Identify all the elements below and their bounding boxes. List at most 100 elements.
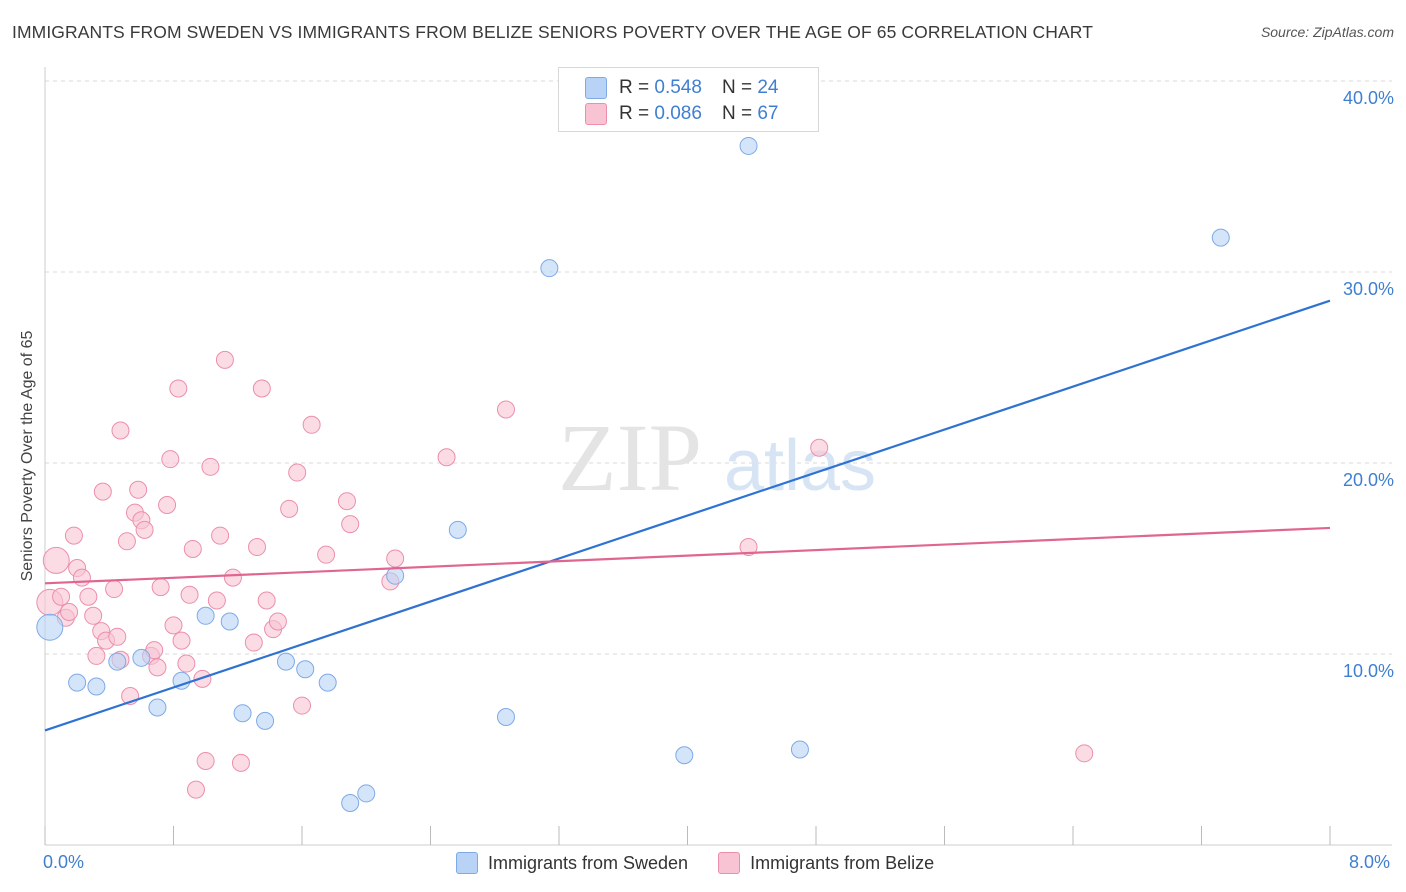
point-sweden-0 — [36, 613, 64, 641]
point-sweden-11 — [276, 652, 295, 671]
point-sweden-18 — [496, 708, 515, 727]
point-belize-56 — [337, 492, 356, 511]
point-belize-12 — [93, 482, 112, 501]
point-sweden-21 — [739, 136, 758, 155]
point-belize-7 — [72, 568, 91, 587]
point-belize-32 — [172, 631, 191, 650]
point-sweden-10 — [256, 711, 275, 730]
point-belize-46 — [248, 538, 267, 557]
y-tick-label-40: 40.0% — [1342, 88, 1394, 108]
legend-n-label: N = — [721, 103, 753, 124]
point-belize-17 — [111, 421, 130, 440]
axes — [44, 67, 1392, 846]
correlation-legend: R = 0.548 N = 24 R = 0.086 N = 67 — [558, 67, 819, 132]
point-belize-15 — [108, 627, 127, 646]
point-belize-31 — [169, 379, 188, 398]
point-sweden-17 — [448, 520, 467, 539]
chart-title: IMMIGRANTS FROM SWEDEN VS IMMIGRANTS FRO… — [12, 22, 1093, 42]
legend-row-sweden: R = 0.548 N = 24 — [585, 76, 778, 100]
point-belize-33 — [177, 654, 196, 673]
y-axis-label: Seniors Poverty Over the Age of 65 — [19, 330, 36, 582]
point-belize-28 — [158, 496, 177, 515]
legend-r-value-belize: 0.086 — [654, 103, 702, 124]
legend-n-value-belize: 67 — [757, 103, 779, 124]
point-belize-41 — [211, 526, 230, 545]
legend-r-label: R = — [619, 77, 650, 98]
series-name-sweden: Immigrants from Sweden — [488, 852, 689, 873]
point-belize-36 — [186, 780, 205, 799]
series-legend: Immigrants from Sweden Immigrants from B… — [456, 852, 964, 874]
point-belize-64 — [1075, 744, 1094, 763]
point-belize-42 — [215, 350, 234, 369]
point-belize-45 — [244, 633, 263, 652]
point-sweden-4 — [132, 648, 151, 667]
point-sweden-2 — [87, 677, 106, 696]
series-swatch-sweden — [456, 852, 478, 874]
point-sweden-12 — [296, 660, 315, 679]
watermark: ZIP atlas — [558, 404, 876, 511]
y-tick-label-10: 10.0% — [1342, 661, 1394, 681]
point-belize-38 — [196, 751, 215, 770]
point-belize-39 — [201, 457, 220, 476]
point-sweden-9 — [233, 704, 252, 723]
point-belize-23 — [135, 520, 154, 539]
point-belize-40 — [207, 591, 226, 610]
point-belize-52 — [288, 463, 307, 482]
legend-r-value-sweden: 0.548 — [654, 77, 702, 98]
point-belize-59 — [386, 549, 405, 568]
point-belize-29 — [161, 450, 180, 469]
point-belize-62 — [739, 538, 758, 557]
point-belize-50 — [268, 612, 287, 631]
gridlines — [45, 80, 1392, 655]
point-belize-53 — [293, 696, 311, 715]
point-belize-47 — [252, 379, 271, 398]
point-belize-2 — [52, 587, 71, 606]
point-belize-4 — [60, 602, 79, 621]
trendline-belize — [44, 526, 1331, 585]
point-belize-26 — [148, 658, 167, 677]
point-belize-55 — [317, 545, 336, 564]
point-belize-18 — [117, 532, 136, 551]
point-belize-30 — [164, 616, 183, 635]
x-tick-label-max: 8.0% — [1349, 852, 1391, 872]
legend-n-label: N = — [721, 77, 753, 98]
point-sweden-23 — [1211, 228, 1230, 247]
point-belize-8 — [79, 587, 98, 606]
point-belize-34 — [180, 585, 199, 604]
x-tick-label-min: 0.0% — [43, 852, 85, 872]
point-sweden-3 — [108, 652, 127, 671]
point-belize-10 — [87, 646, 106, 665]
y-tick-label-30: 30.0% — [1342, 279, 1394, 299]
point-belize-43 — [223, 568, 242, 587]
point-sweden-20 — [675, 746, 694, 765]
point-belize-9 — [84, 606, 103, 625]
point-belize-14 — [105, 580, 124, 599]
legend-row-belize: R = 0.086 N = 67 — [585, 102, 778, 126]
point-sweden-5 — [148, 698, 167, 717]
point-sweden-13 — [318, 673, 337, 692]
series-legend-belize: Immigrants from Belize — [718, 852, 934, 874]
point-belize-48 — [257, 591, 276, 610]
series-legend-sweden: Immigrants from Sweden — [456, 852, 688, 874]
point-belize-27 — [151, 578, 170, 597]
point-sweden-1 — [68, 673, 87, 692]
point-belize-54 — [302, 415, 321, 434]
trendlines — [44, 299, 1331, 732]
point-belize-57 — [341, 515, 360, 534]
legend-swatch-belize — [585, 103, 607, 125]
point-belize-60 — [437, 448, 456, 467]
trendline-sweden — [44, 299, 1331, 732]
point-sweden-22 — [790, 740, 809, 759]
source-label: Source: ZipAtlas.com — [1260, 24, 1394, 40]
point-sweden-8 — [220, 612, 239, 631]
point-sweden-16 — [386, 566, 405, 585]
legend-r-label: R = — [619, 103, 650, 124]
legend-swatch-sweden — [585, 77, 607, 99]
point-belize-1 — [42, 546, 70, 574]
point-sweden-15 — [357, 784, 376, 803]
points-sweden — [36, 136, 1230, 812]
point-belize-44 — [231, 753, 250, 772]
point-belize-63 — [810, 438, 829, 457]
point-belize-21 — [129, 480, 148, 499]
